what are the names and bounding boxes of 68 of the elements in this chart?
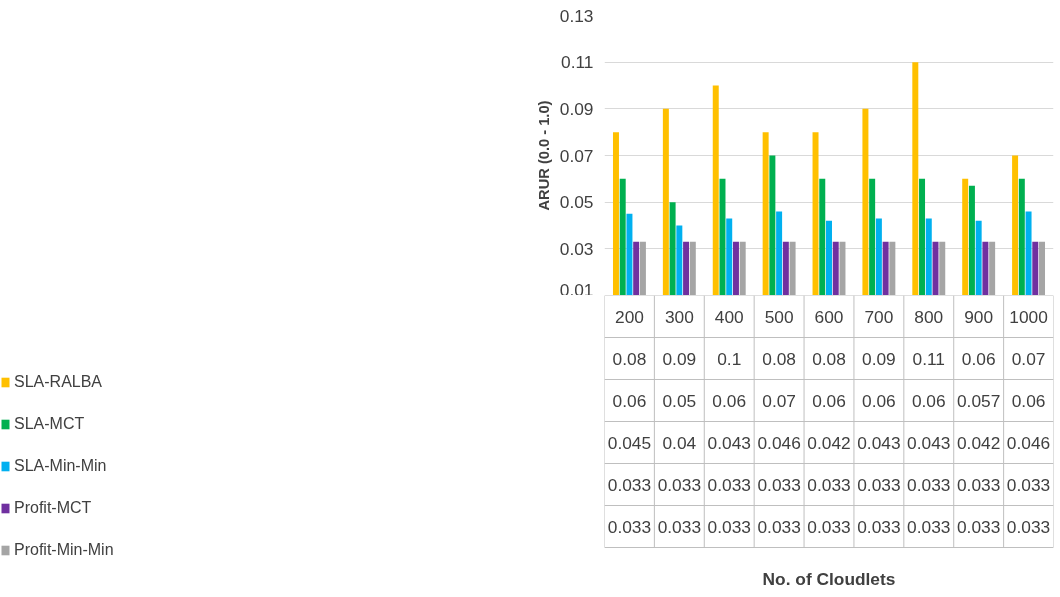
data-label: 0.042 — [807, 432, 851, 453]
legend-label: SLA-Min-Min — [14, 456, 107, 476]
data-label: 0.04 — [662, 432, 697, 453]
data-label: 0.033 — [607, 516, 652, 537]
x-tick-label: 900 — [964, 306, 994, 327]
data-label: 0.033 — [607, 474, 652, 495]
data-label: 0.033 — [757, 516, 801, 537]
data-label: 0.033 — [807, 474, 851, 495]
data-label: 0.1 — [717, 348, 742, 369]
text: No. of Cloudlets — [762, 568, 896, 589]
x-tick-label: 1000 — [1009, 306, 1048, 327]
data-label: 0.043 — [907, 432, 951, 453]
x-tick-label: 700 — [864, 306, 894, 327]
data-label: 0.033 — [956, 516, 1001, 537]
legend-label: SLA-RALBA — [14, 372, 103, 392]
data-label: 0.06 — [612, 390, 647, 411]
data-label: 0.033 — [757, 474, 801, 495]
data-label: 0.09 — [862, 348, 896, 369]
y-axis-title: ARUR (0.0 - 1.0) — [535, 100, 552, 211]
data-label: 0.033 — [657, 516, 702, 537]
data-label: 0.08 — [762, 348, 796, 369]
data-label: 0.046 — [757, 432, 801, 453]
data-label: 0.033 — [857, 474, 901, 495]
x-tick-label: 200 — [614, 306, 644, 327]
data-label: 0.07 — [762, 390, 796, 411]
data-label: 0.033 — [707, 516, 751, 537]
x-tick-label: 800 — [914, 306, 944, 327]
y-tick-label: 0.03 — [559, 238, 594, 259]
data-label: 0.033 — [956, 474, 1001, 495]
y-tick-label: 0.07 — [559, 145, 594, 166]
data-label: 0.033 — [707, 474, 751, 495]
y-tick-label: 0.09 — [559, 98, 594, 119]
data-label: 0.033 — [1006, 516, 1051, 537]
data-label: 0.033 — [657, 474, 702, 495]
x-tick-label: 600 — [814, 306, 844, 327]
data-label: 0.033 — [907, 516, 951, 537]
data-label: 0.042 — [956, 432, 1001, 453]
data-label: 0.06 — [911, 390, 946, 411]
legend-label: SLA-MCT — [14, 414, 85, 434]
data-label: 0.07 — [1011, 348, 1046, 369]
data-label: 0.033 — [857, 516, 901, 537]
data-label: 0.06 — [1011, 390, 1046, 411]
data-label: 0.043 — [857, 432, 901, 453]
data-label: 0.08 — [812, 348, 846, 369]
x-tick-label: 500 — [764, 306, 794, 327]
data-label: 0.045 — [607, 432, 652, 453]
data-label: 0.08 — [612, 348, 647, 369]
data-label: 0.06 — [961, 348, 996, 369]
data-label: 0.06 — [712, 390, 747, 411]
data-label: 0.057 — [956, 390, 1001, 411]
data-label: 0.09 — [662, 348, 697, 369]
data-label: 0.046 — [1006, 432, 1051, 453]
legend-label: Profit-MCT — [14, 498, 92, 518]
y-tick-label: 0.11 — [561, 52, 594, 73]
y-tick-label: 0.05 — [559, 192, 594, 213]
data-label: 0.043 — [707, 432, 751, 453]
data-label: 0.05 — [662, 390, 697, 411]
y-tick-label: 0.13 — [559, 5, 594, 26]
y-tick-label: 0.01 — [559, 279, 594, 300]
data-label: 0.06 — [862, 390, 896, 411]
data-label: 0.06 — [812, 390, 846, 411]
data-label: 0.033 — [1006, 474, 1051, 495]
x-tick-label: 400 — [714, 306, 744, 327]
data-label: 0.11 — [912, 348, 946, 369]
data-label: 0.033 — [807, 516, 851, 537]
x-tick-label: 300 — [664, 306, 694, 327]
data-label: 0.033 — [907, 474, 951, 495]
legend-label: Profit-Min-Min — [14, 540, 114, 560]
